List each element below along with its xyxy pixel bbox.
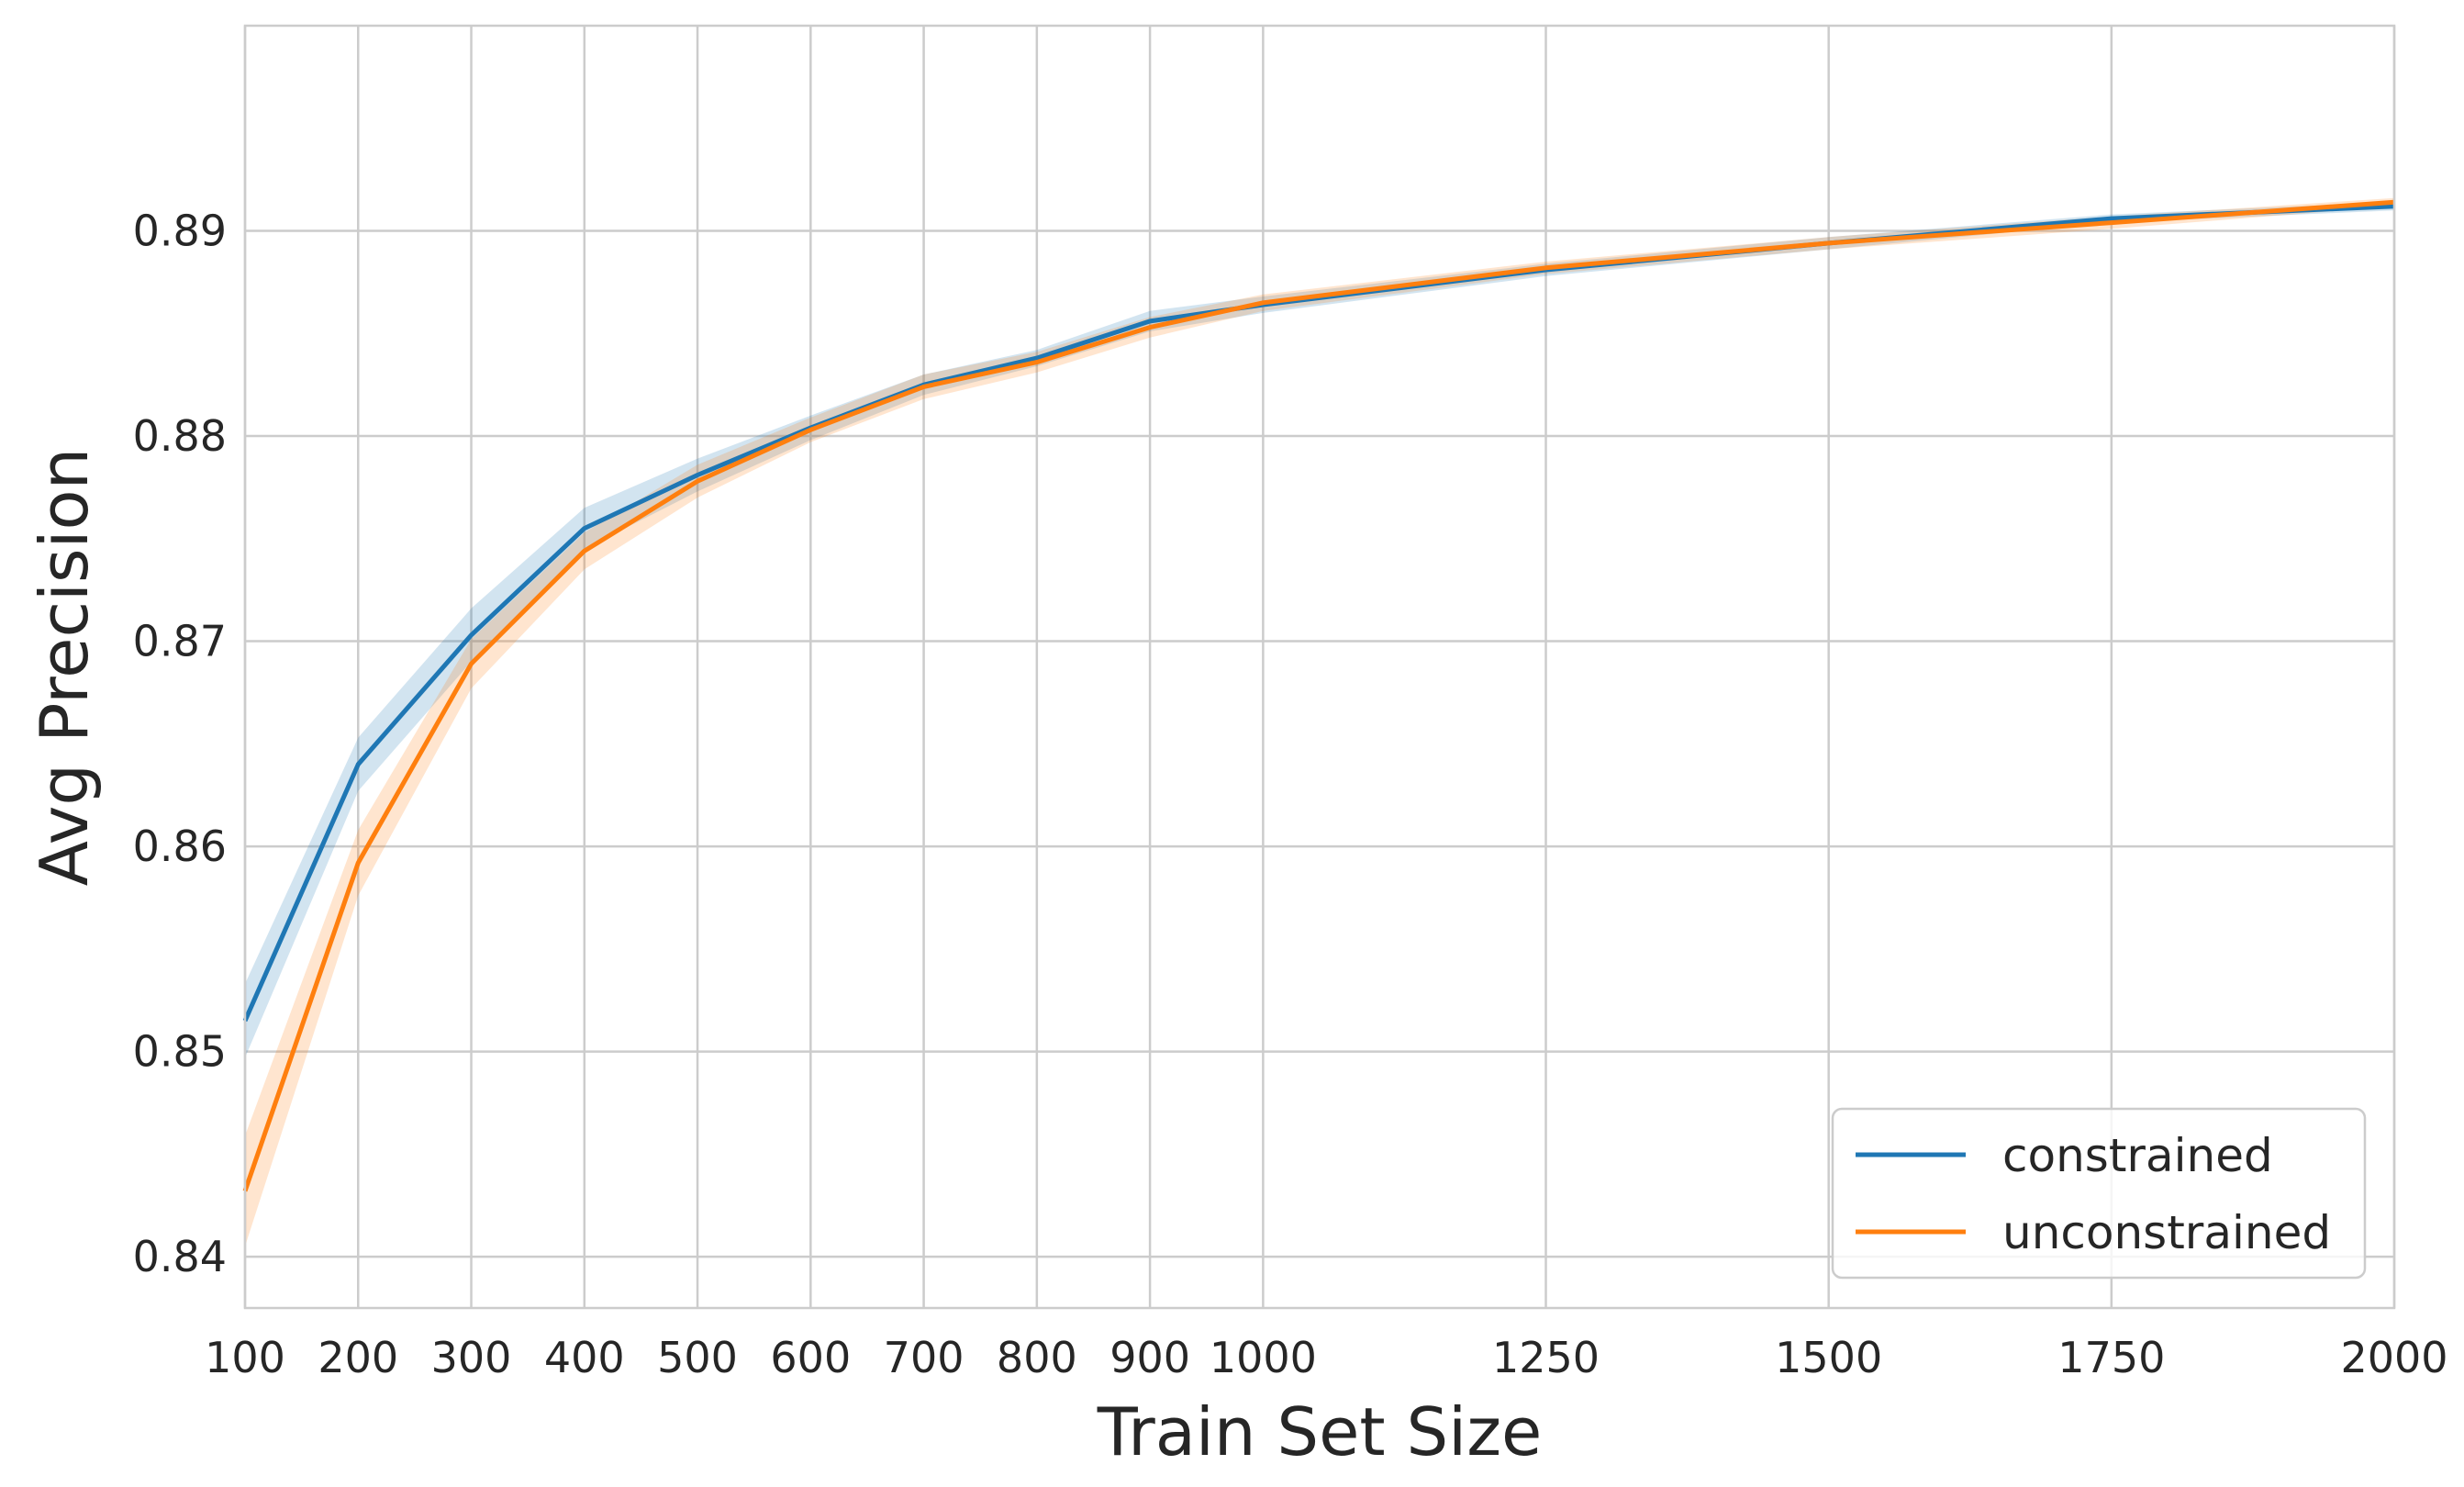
x-tick-label: 2000 (2340, 1333, 2447, 1382)
x-tick-label: 100 (205, 1333, 285, 1382)
x-tick-label: 200 (318, 1333, 398, 1382)
x-tick-label: 400 (544, 1333, 625, 1382)
legend-label-constrained: constrained (2002, 1129, 2273, 1182)
legend: constrained unconstrained (1831, 1107, 2367, 1280)
x-tick-label: 800 (997, 1333, 1077, 1382)
grid (243, 26, 2396, 1308)
x-tick-label: 700 (884, 1333, 964, 1382)
x-tick-label: 900 (1109, 1333, 1190, 1382)
series-line-unconstrained (242, 199, 2395, 1192)
x-axis-title: Train Set Size (1097, 1393, 1543, 1470)
y-tick-label: 0.87 (133, 617, 227, 666)
x-tick-labels: 100 200 300 400 500 600 700 800 900 1000 1250 1500 1… (205, 1333, 2447, 1382)
y-tick-label: 0.84 (133, 1232, 227, 1281)
y-tick-label: 0.89 (133, 207, 227, 256)
x-tick-label: 1000 (1210, 1333, 1317, 1382)
legend-box (1831, 1107, 2367, 1280)
x-tick-label: 500 (657, 1333, 738, 1382)
x-tick-label: 300 (431, 1333, 512, 1382)
plot-frame (243, 24, 2396, 1310)
x-tick-label: 1250 (1492, 1333, 1600, 1382)
y-tick-label: 0.86 (133, 822, 227, 871)
y-tick-labels: 0.84 0.85 0.86 0.87 0.88 0.89 (133, 207, 227, 1282)
x-tick-label: 600 (770, 1333, 851, 1382)
y-axis-title: Avg Precision (26, 448, 103, 887)
series-lines (242, 199, 2395, 1192)
x-tick-label: 1750 (2057, 1333, 2165, 1382)
x-tick-label: 1500 (1775, 1333, 1882, 1382)
legend-label-unconstrained: unconstrained (2002, 1206, 2331, 1259)
y-tick-label: 0.88 (133, 411, 227, 461)
y-tick-label: 0.85 (133, 1027, 227, 1077)
